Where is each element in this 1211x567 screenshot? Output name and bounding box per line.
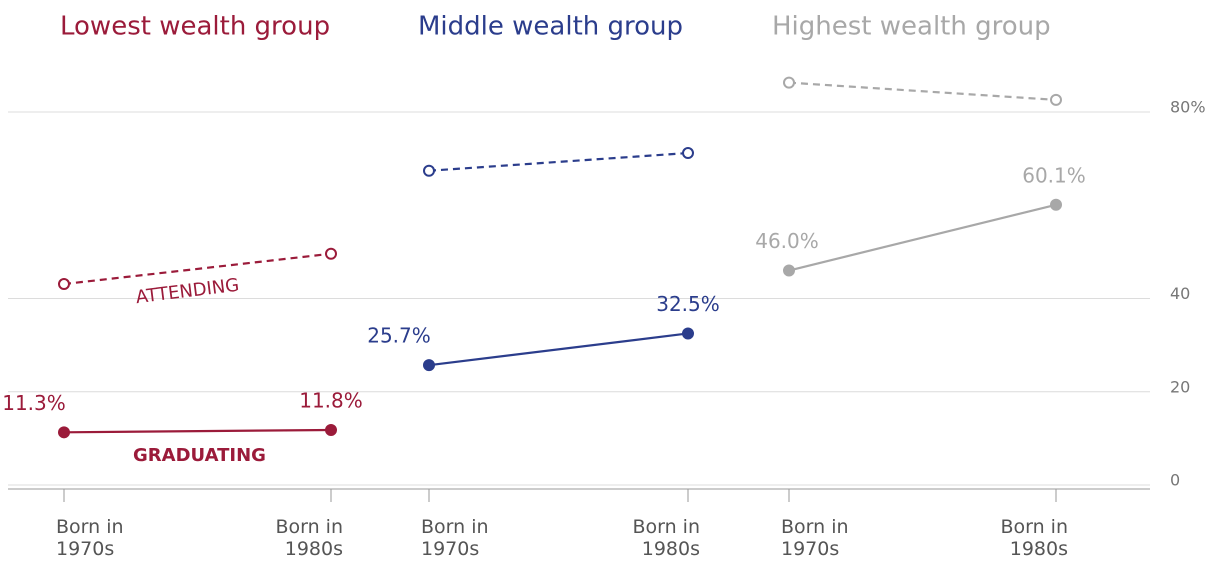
y-tick-label: 80% <box>1170 98 1206 117</box>
series-line <box>428 151 689 172</box>
y-tick-label: 0 <box>1170 471 1180 490</box>
x-tick-label: Born in 1980s <box>632 516 700 560</box>
series-line <box>63 252 332 286</box>
value-label: 11.3% <box>2 391 66 415</box>
x-tick-label: Born in 1970s <box>781 516 849 560</box>
series-name: GRADUATING <box>133 445 266 466</box>
value-label: 25.7% <box>367 324 431 348</box>
series-line <box>788 81 1057 101</box>
panel-title: Highest wealth group <box>772 12 1051 42</box>
x-tick-label: Born in 1970s <box>421 516 489 560</box>
panel-title: Lowest wealth group <box>60 12 330 42</box>
point <box>325 423 337 436</box>
point <box>1050 93 1062 106</box>
y-tick-label: 40 <box>1170 284 1190 303</box>
series-line <box>428 332 689 367</box>
series-line <box>788 203 1057 272</box>
point <box>325 247 337 260</box>
point <box>423 164 435 177</box>
series-line <box>63 428 332 434</box>
panel-title: Middle wealth group <box>418 12 683 42</box>
x-tick-label: Born in 1980s <box>275 516 343 560</box>
point <box>682 327 694 340</box>
value-label: 46.0% <box>755 229 819 253</box>
value-label: 11.8% <box>299 388 363 412</box>
point <box>682 147 694 160</box>
x-tick-label: Born in 1970s <box>56 516 124 560</box>
value-label: 60.1% <box>1022 163 1086 187</box>
point <box>58 426 70 439</box>
point <box>783 76 795 89</box>
value-label: 32.5% <box>656 292 720 316</box>
y-tick-label: 20 <box>1170 377 1190 396</box>
x-tick-label: Born in 1980s <box>1000 516 1068 560</box>
point <box>58 278 70 291</box>
point <box>423 359 435 372</box>
point <box>783 264 795 277</box>
point <box>1050 198 1062 211</box>
series-name: ATTENDING <box>135 275 241 309</box>
